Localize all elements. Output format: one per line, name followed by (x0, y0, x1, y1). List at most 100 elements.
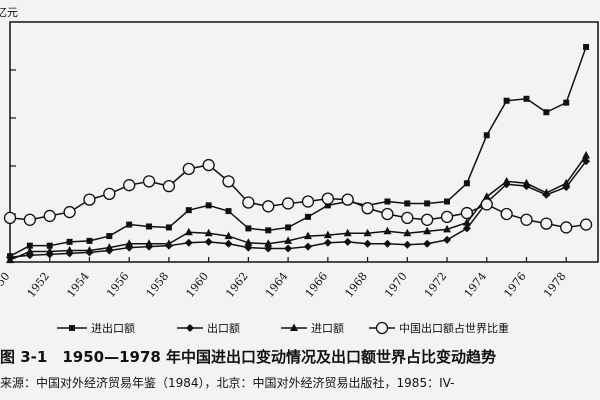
data-point (361, 202, 374, 215)
series-line (9, 164, 587, 229)
data-point (522, 178, 531, 187)
data-point (423, 226, 432, 235)
x-tick-label: 1966 (303, 270, 330, 300)
data-point (403, 240, 412, 249)
legend-item-4: 中国出口额占世界比重 (369, 321, 509, 335)
legend-item-3: 进口额 (281, 322, 344, 335)
data-point (463, 180, 470, 187)
data-point (500, 207, 513, 221)
data-point (560, 221, 573, 234)
legend-marker (69, 325, 75, 331)
data-point (384, 198, 391, 205)
data-point (184, 227, 193, 236)
data-point (440, 210, 454, 224)
data-point (301, 195, 315, 208)
data-point (142, 175, 156, 188)
data-point (443, 235, 452, 244)
data-point (162, 180, 176, 193)
data-point (6, 255, 14, 264)
data-point (404, 200, 411, 207)
data-point (205, 202, 212, 209)
data-point (145, 239, 154, 247)
x-tick-label: 1976 (501, 270, 528, 300)
legend-marker (375, 321, 389, 335)
data-point (126, 221, 133, 228)
data-point (383, 239, 392, 248)
x-tick-label: 1956 (104, 270, 131, 300)
y-axis-unit-label: 亿元 (0, 6, 18, 19)
series-2 (6, 157, 591, 262)
legend-item-1: 进出口额 (57, 321, 135, 335)
data-point (244, 238, 253, 246)
data-point (285, 224, 292, 231)
legend-label: 进出口额 (91, 321, 135, 335)
data-point (164, 239, 173, 247)
data-point (503, 97, 510, 104)
data-point (43, 209, 56, 223)
data-point (63, 205, 76, 219)
data-point (65, 245, 74, 254)
data-point (202, 158, 215, 172)
data-point (582, 150, 591, 159)
line-chart: 亿元 1950 1952 1954 1956 1958 1960 1962 1964 1966 1… (0, 6, 599, 335)
data-point (363, 228, 372, 237)
data-point (381, 207, 394, 221)
data-point (204, 237, 213, 246)
data-point (281, 197, 295, 210)
data-point (46, 242, 53, 249)
data-point (25, 246, 34, 255)
data-point (265, 227, 272, 234)
data-point (443, 224, 452, 233)
chart-axes (9, 21, 599, 263)
legend-label: 出口额 (207, 321, 240, 335)
data-point (224, 239, 233, 248)
data-point (480, 198, 493, 211)
data-point (103, 187, 116, 200)
data-point (3, 211, 17, 224)
legend: 进出口额 出口额 进口额 中国出口额占世界比重 (57, 321, 509, 335)
data-point (262, 200, 275, 213)
data-point (146, 223, 153, 230)
data-point (184, 238, 193, 247)
series-4 (3, 158, 593, 234)
data-point (185, 207, 192, 214)
figure-caption: 图 3-1 1950—1978 年中国进出口变动情况及出口额世界占比变动趋势 (0, 348, 497, 366)
data-point (225, 208, 232, 215)
data-point (324, 202, 331, 209)
x-tick-label: 1964 (263, 270, 290, 300)
x-tick-label: 1972 (422, 270, 449, 300)
data-point (222, 175, 235, 188)
data-point (421, 213, 434, 226)
data-point (304, 213, 311, 220)
data-point (204, 228, 213, 237)
data-point (562, 178, 571, 187)
data-point (66, 238, 73, 245)
data-point (462, 218, 471, 226)
data-point (125, 239, 134, 247)
data-point (165, 224, 172, 231)
data-point (343, 237, 352, 246)
x-tick-label: 1954 (64, 270, 91, 300)
data-point (284, 236, 293, 244)
data-point (383, 226, 392, 235)
x-axis-ticks: 1950 1952 1954 1956 1958 1960 1962 1964 1966 1968… (0, 257, 569, 300)
data-point (85, 245, 94, 254)
data-point (321, 192, 334, 205)
data-point (540, 217, 553, 230)
data-point (303, 231, 312, 240)
legend-marker (186, 324, 194, 332)
data-point (284, 244, 293, 253)
series-line (9, 46, 587, 257)
data-point (323, 230, 332, 239)
legend-item-2: 出口额 (177, 321, 240, 335)
legend-label: 进口额 (311, 322, 344, 335)
data-point (303, 242, 312, 251)
x-tick-label: 1960 (184, 270, 211, 300)
data-point (462, 224, 471, 233)
x-tick-label: 1974 (462, 270, 489, 300)
series-line (9, 160, 587, 258)
x-tick-label: 1970 (382, 270, 409, 300)
data-point (224, 231, 233, 240)
data-point (26, 242, 33, 249)
data-point (502, 176, 511, 185)
